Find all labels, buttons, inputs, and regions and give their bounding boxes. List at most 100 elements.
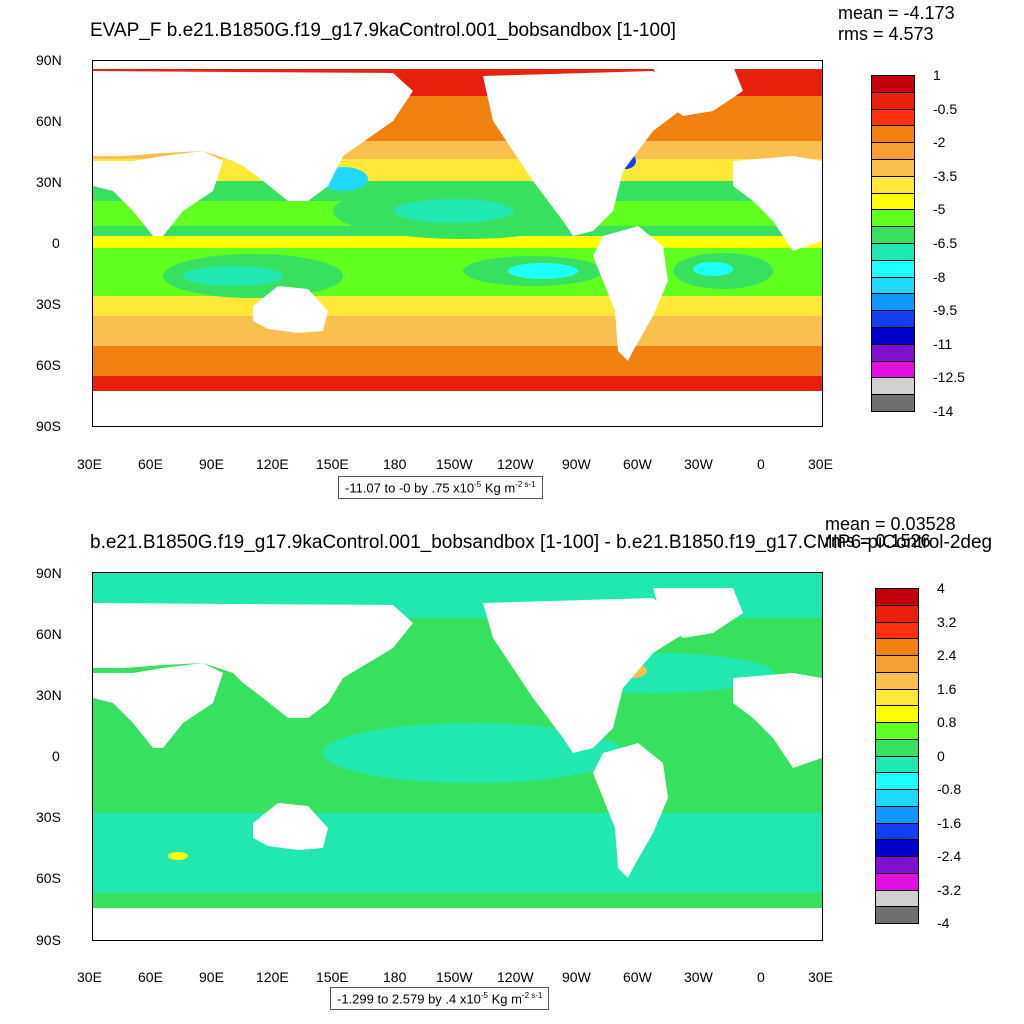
panel-evap-difference: b.e21.B1850G.f19_g17.9kaControl.001_bobs… <box>0 512 1024 1024</box>
panel2-lon-150e: 150E <box>316 969 349 985</box>
panel1-map <box>92 60 823 427</box>
colorbar-label: 1 <box>933 67 941 83</box>
colorbar-box <box>875 671 919 690</box>
panel2-lat-0: 0 <box>52 748 60 764</box>
colorbar-box <box>875 772 919 790</box>
panel1-lon-120e: 120E <box>256 456 289 472</box>
colorbar-label: -6.5 <box>933 235 958 251</box>
panel1-lon-0: 0 <box>757 456 765 472</box>
panel2-lat-30s: 30S <box>36 809 61 825</box>
panel2-map <box>92 572 823 941</box>
colorbar-box <box>875 655 919 673</box>
colorbar-label: -3.5 <box>933 167 958 184</box>
colorbar-box <box>875 688 919 707</box>
colorbar-label: 4 <box>937 580 945 596</box>
panel1-lon-90w: 90W <box>562 456 591 472</box>
colorbar-box <box>871 343 915 362</box>
colorbar-label: 1.6 <box>937 680 957 697</box>
colorbar-label: 0.8 <box>937 714 957 730</box>
panel1-lat-0: 0 <box>52 235 60 251</box>
panel1-lon-30e-right: 30E <box>808 456 833 472</box>
colorbar-box <box>875 621 919 640</box>
colorbar-box <box>875 906 919 924</box>
colorbar-label: -1.6 <box>937 814 962 831</box>
colorbar-box <box>875 789 919 807</box>
colorbar-box <box>875 856 919 874</box>
panel1-lat-90s: 90S <box>36 418 61 434</box>
colorbar-label: -5 <box>933 201 946 218</box>
panel2-lon-0: 0 <box>757 969 765 985</box>
colorbar-label: -2.4 <box>937 848 962 864</box>
colorbar-box <box>875 722 919 740</box>
panel1-lat-90n: 90N <box>36 52 62 68</box>
colorbar-box <box>871 293 915 312</box>
panel-evap-control: EVAP_F b.e21.B1850G.f19_g17.9kaControl.0… <box>36 3 965 500</box>
panel1-lon-30w: 30W <box>684 456 713 472</box>
colorbar-box <box>875 805 919 824</box>
colorbar-box <box>871 175 915 194</box>
colorbar-label: -0.5 <box>933 100 958 117</box>
colorbar-box <box>875 872 919 891</box>
panel2-lat-60s: 60S <box>36 870 61 886</box>
colorbar-box <box>875 588 919 606</box>
panel2-colorbar <box>875 588 919 924</box>
colorbar-label: 3.2 <box>937 613 957 630</box>
colorbar-box <box>875 604 919 623</box>
panel1-lon-150e: 150E <box>316 456 349 472</box>
panel2-lon-60w: 60W <box>623 969 652 985</box>
colorbar-label: -4 <box>937 915 950 931</box>
panel2-lat-90n: 90N <box>36 565 62 581</box>
panel2-lon-150w: 150W <box>436 969 473 985</box>
colorbar-box <box>871 75 915 93</box>
colorbar-box <box>871 377 915 396</box>
colorbar-box <box>875 705 919 723</box>
panel2-lon-180: 180 <box>383 969 407 985</box>
colorbar-box <box>871 192 915 211</box>
panel1-colorbar <box>871 75 915 412</box>
panel2-mean: mean = 0.03528 <box>825 514 956 534</box>
panel2-lon-60e: 60E <box>138 969 163 985</box>
colorbar-box <box>871 360 915 379</box>
colorbar-label: 2.4 <box>937 647 957 663</box>
colorbar-box <box>871 259 915 278</box>
panel2-lat-30n: 30N <box>36 687 62 703</box>
panel1-lon-60w: 60W <box>623 456 652 472</box>
colorbar-box <box>875 889 919 908</box>
panel2-lon-30e: 30E <box>77 969 102 985</box>
panel1-lat-30n: 30N <box>36 174 62 190</box>
colorbar-box <box>875 839 919 857</box>
panel1-lon-120w: 120W <box>497 456 534 472</box>
colorbar-box <box>871 142 915 160</box>
colorbar-box <box>875 638 919 656</box>
colorbar-box <box>875 738 919 757</box>
colorbar-box <box>871 159 915 177</box>
colorbar-box <box>871 327 915 345</box>
colorbar-box <box>871 209 915 228</box>
colorbar-box <box>871 125 915 144</box>
colorbar-label: -9.5 <box>933 302 958 319</box>
panel2-title: b.e21.B1850G.f19_g17.9kaControl.001_bobs… <box>90 532 993 553</box>
panel1-lon-90e: 90E <box>199 456 224 472</box>
panel2-lat-90s: 90S <box>36 932 61 948</box>
colorbar-box <box>871 276 915 295</box>
colorbar-label: -3.2 <box>937 881 962 898</box>
panel2-lon-90e: 90E <box>199 969 224 985</box>
colorbar-box <box>875 755 919 774</box>
panel1-mean: mean = -4.173 <box>838 3 955 23</box>
panel1-lat-60s: 60S <box>36 357 61 373</box>
panel2-lon-30w: 30W <box>684 969 713 985</box>
panel1-lon-150w: 150W <box>436 456 473 472</box>
panel2-rms: rms = 0.1526 <box>825 531 931 551</box>
colorbar-box <box>871 226 915 244</box>
colorbar-box <box>871 91 915 110</box>
colorbar-box <box>871 108 915 127</box>
colorbar-label: -14 <box>933 403 954 419</box>
panel2-lon-120e: 120E <box>256 969 289 985</box>
colorbar-box <box>871 243 915 261</box>
panel1-lat-60n: 60N <box>36 113 62 129</box>
panel1-title: EVAP_F b.e21.B1850G.f19_g17.9kaControl.0… <box>90 20 676 41</box>
colorbar-label: -12.5 <box>933 369 965 386</box>
panel2-contour-info: -1.299 to 2.579 by .4 x10-5 Kg m-2 s-1 <box>330 987 550 1011</box>
colorbar-box <box>875 822 919 841</box>
colorbar-label: -0.8 <box>937 781 962 797</box>
